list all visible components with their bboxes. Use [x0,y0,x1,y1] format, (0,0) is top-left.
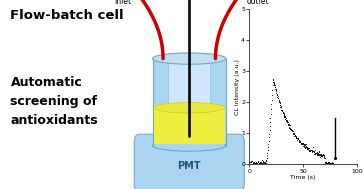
Ellipse shape [153,140,226,151]
Text: Flow-batch cell: Flow-batch cell [11,9,124,22]
Y-axis label: CL intensity (a.u.): CL intensity (a.u.) [235,59,240,115]
Ellipse shape [153,53,226,64]
X-axis label: Time (s): Time (s) [290,175,316,180]
Text: inlet: inlet [115,0,132,6]
Bar [154,108,225,144]
Text: PMT: PMT [178,161,201,171]
Bar [168,59,210,110]
Bar [153,59,226,146]
Ellipse shape [154,102,225,113]
Text: outlet: outlet [247,0,270,6]
Text: Automatic
screening of
antioxidants: Automatic screening of antioxidants [11,76,98,127]
FancyBboxPatch shape [134,134,244,189]
